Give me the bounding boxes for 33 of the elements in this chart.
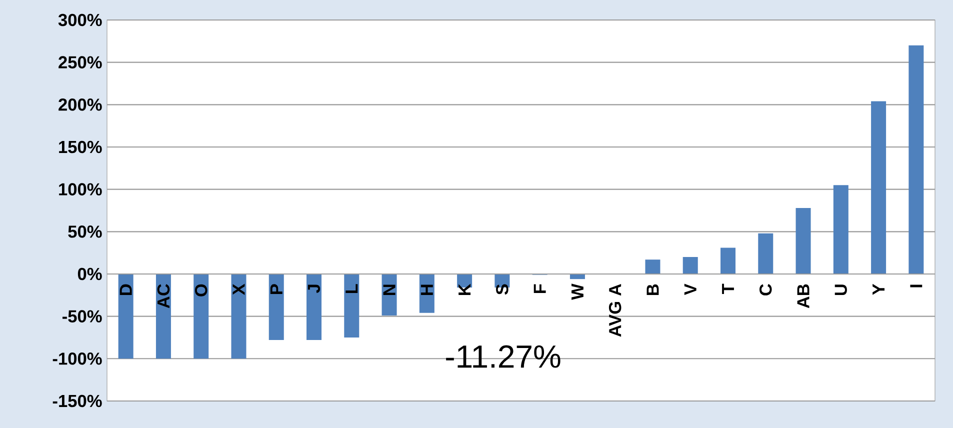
x-tick-label: D [120,284,132,295]
x-tick-label: I [910,284,922,288]
x-tick-label: P [270,284,282,294]
y-tick-label: 0% [78,268,102,280]
x-tick-label: J [308,284,320,293]
y-tick-label: 200% [58,98,102,111]
x-tick-label: K [458,284,471,295]
x-tick-label: V [684,284,696,296]
x-tick-label: B [646,284,659,295]
x-tick-label: Y [872,284,885,295]
x-tick-label: U [834,284,847,296]
x-tick-label: AVG A [608,284,622,337]
x-tick-label: AB [797,284,810,308]
x-tick-label: T [722,284,734,294]
annotation: -11.27% [446,345,560,368]
x-tick-label: AC [157,284,170,308]
y-tick-label: 250% [58,56,102,68]
x-tick-label: C [759,284,772,296]
x-tick-label: X [232,284,245,296]
x-tick-label: L [346,284,358,294]
y-tick-label: 150% [59,140,102,154]
x-tick-label: S [496,284,508,295]
y-tick-label: -50% [62,310,102,322]
x-tick-label: W [572,284,584,300]
x-tick-label: N [383,284,396,295]
x-tick-label: H [420,284,433,295]
y-tick-label: 300% [58,14,102,26]
y-tick-label: 100% [59,183,102,196]
x-tick-label: F [534,284,546,294]
y-tick-label: -150% [52,394,102,408]
x-tick-label: O [194,284,208,296]
y-tick-label: -100% [52,352,102,365]
y-tick-label: 50% [68,226,102,238]
